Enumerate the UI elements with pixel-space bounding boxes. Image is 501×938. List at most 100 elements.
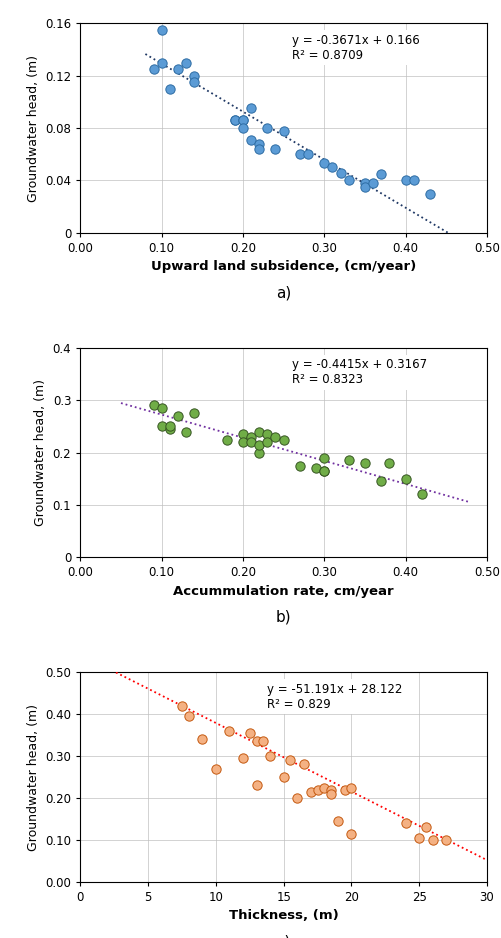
Point [211, 761, 219, 776]
Point [312, 461, 320, 476]
Point [238, 434, 246, 449]
Y-axis label: Groundwater head, (m): Groundwater head, (m) [27, 54, 40, 202]
Text: y = -0.3671x + 0.166
R² = 0.8709: y = -0.3671x + 0.166 R² = 0.8709 [291, 34, 419, 62]
Point [263, 434, 271, 449]
Point [184, 709, 192, 724]
Point [246, 101, 255, 116]
X-axis label: Thickness, (m): Thickness, (m) [228, 909, 338, 922]
Point [295, 146, 303, 161]
Point [327, 786, 335, 801]
Point [255, 424, 263, 439]
Point [252, 734, 260, 749]
Text: y = -0.4415x + 0.3167
R² = 0.8323: y = -0.4415x + 0.3167 R² = 0.8323 [291, 358, 426, 386]
Point [238, 427, 246, 442]
Point [238, 113, 246, 128]
Point [255, 142, 263, 157]
Point [177, 699, 185, 714]
Point [246, 132, 255, 147]
Point [344, 173, 352, 188]
Point [279, 123, 287, 138]
Point [165, 421, 173, 436]
Point [190, 75, 198, 90]
Point [279, 432, 287, 447]
Point [230, 113, 238, 128]
Point [263, 121, 271, 136]
Point [157, 401, 165, 416]
Point [417, 487, 425, 502]
Point [385, 456, 393, 471]
Point [320, 780, 328, 795]
Point [295, 458, 303, 473]
Point [238, 113, 246, 128]
Point [320, 463, 328, 478]
Point [304, 146, 312, 161]
Point [271, 430, 279, 445]
Point [340, 782, 348, 797]
Point [360, 456, 368, 471]
Point [222, 432, 230, 447]
Point [230, 113, 238, 128]
Point [327, 782, 335, 797]
Point [246, 430, 255, 445]
Point [246, 434, 255, 449]
X-axis label: Accummulation rate, cm/year: Accummulation rate, cm/year [173, 584, 393, 598]
Point [245, 726, 254, 741]
Point [271, 142, 279, 157]
Point [409, 173, 417, 188]
Point [225, 723, 233, 738]
Point [182, 55, 190, 70]
Point [300, 757, 308, 772]
Point [360, 179, 368, 194]
Point [279, 769, 287, 784]
Point [421, 820, 429, 835]
X-axis label: Upward land subsidence, (cm/year): Upward land subsidence, (cm/year) [151, 261, 415, 273]
Point [368, 175, 376, 190]
Point [198, 732, 206, 747]
Text: y = -51.191x + 28.122
R² = 0.829: y = -51.191x + 28.122 R² = 0.829 [267, 683, 402, 711]
Point [255, 136, 263, 151]
Text: a): a) [276, 285, 291, 300]
Point [165, 419, 173, 434]
Text: b): b) [275, 610, 291, 625]
Point [347, 780, 355, 795]
Point [328, 159, 336, 174]
Point [190, 68, 198, 83]
Point [263, 427, 271, 442]
Point [157, 55, 165, 70]
Point [401, 173, 409, 188]
Point [266, 749, 274, 764]
Point [344, 453, 352, 468]
Point [173, 408, 181, 423]
Point [252, 778, 260, 793]
Point [238, 750, 246, 765]
Point [376, 474, 384, 489]
Point [376, 166, 384, 181]
Point [336, 165, 344, 180]
Point [149, 398, 157, 413]
Point [401, 471, 409, 486]
Point [320, 463, 328, 478]
Point [313, 782, 321, 797]
Point [259, 734, 267, 749]
Point [333, 813, 341, 828]
Point [157, 419, 165, 434]
Point [401, 816, 409, 831]
Point [157, 23, 165, 38]
Point [347, 826, 355, 841]
Point [414, 830, 422, 845]
Text: c): c) [276, 934, 290, 938]
Point [425, 186, 433, 201]
Point [428, 832, 436, 847]
Point [320, 156, 328, 171]
Point [165, 82, 173, 97]
Point [441, 832, 449, 847]
Y-axis label: Groundwater head, (m): Groundwater head, (m) [34, 379, 47, 526]
Point [190, 406, 198, 421]
Point [149, 62, 157, 77]
Point [238, 121, 246, 136]
Point [320, 450, 328, 465]
Point [255, 437, 263, 452]
Point [255, 446, 263, 461]
Point [173, 62, 181, 77]
Y-axis label: Groundwater head, (m): Groundwater head, (m) [27, 704, 40, 851]
